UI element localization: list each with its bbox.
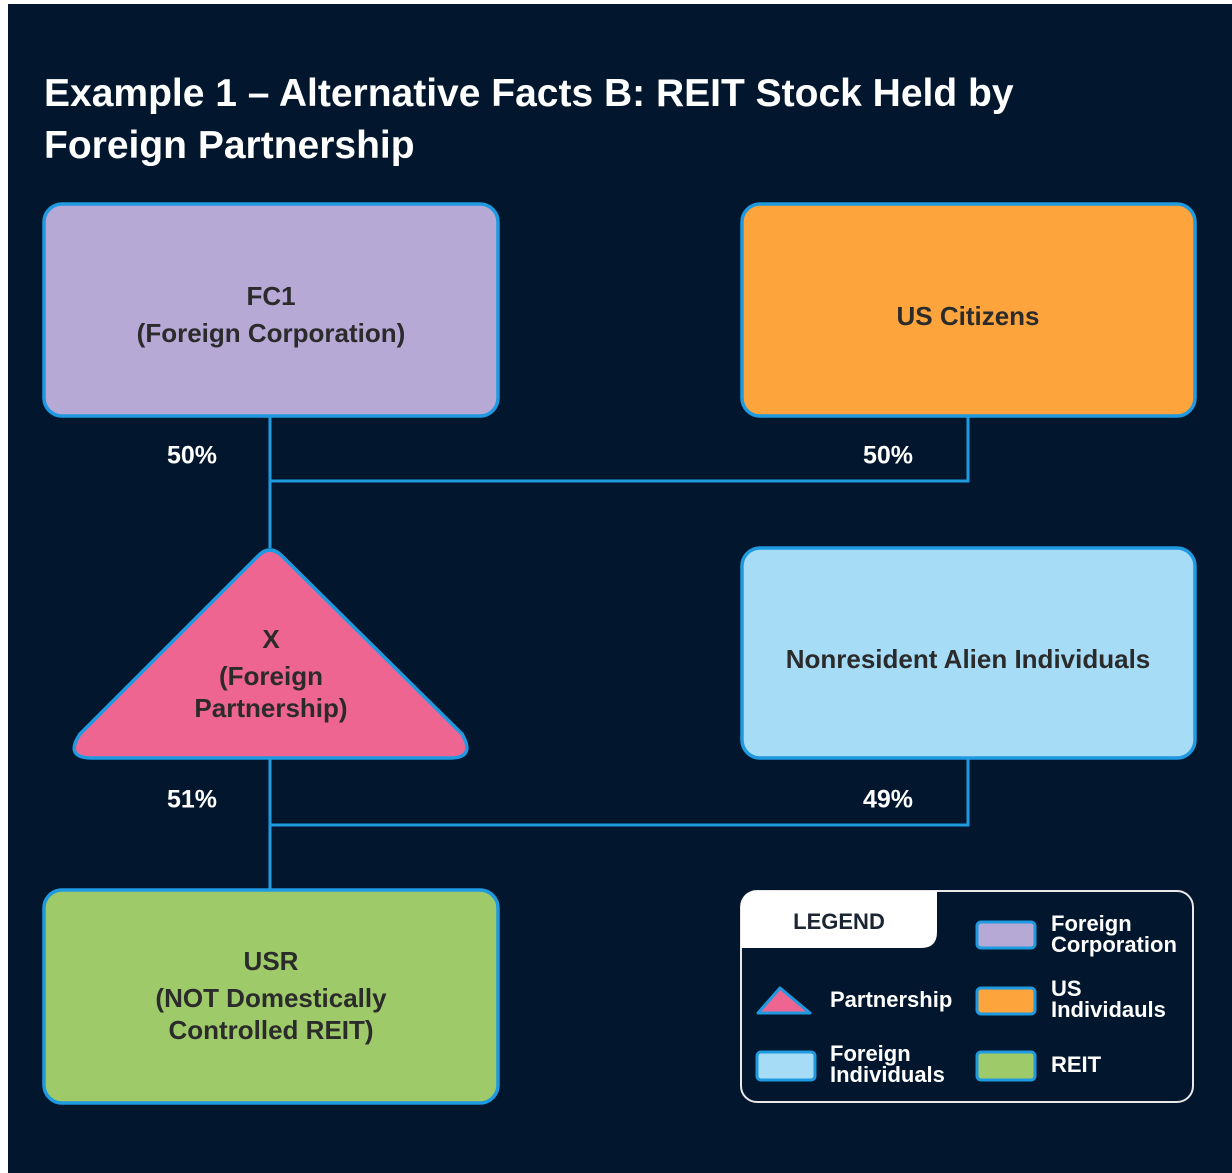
legend-frame [740, 890, 1194, 1103]
node-label: USR [244, 946, 299, 976]
legend-label: Partnership [830, 987, 952, 1012]
legend-label: REIT [1051, 1052, 1102, 1077]
node-label: FC1 [246, 281, 295, 311]
legend-title: LEGEND [793, 909, 885, 934]
legend-swatch [975, 920, 1037, 950]
legend-label: Foreign [830, 1041, 911, 1066]
node-nra [740, 546, 1197, 760]
node-fc1 [42, 202, 500, 418]
node-label: US Citizens [896, 301, 1039, 331]
edge-label: 50% [863, 442, 913, 470]
title-line: Foreign Partnership [44, 124, 415, 167]
edge-label: 49% [863, 786, 913, 814]
node-label: X [262, 624, 280, 654]
node-label: Nonresident Alien Individuals [786, 644, 1151, 674]
node-label: (Foreign [219, 661, 323, 691]
legend-label: Foreign [1051, 911, 1132, 936]
legend-swatch [975, 986, 1037, 1016]
node-label: Partnership) [194, 693, 347, 723]
legend: LEGEND Foreign Corporation Partnership U… [740, 890, 1194, 1103]
node-usr [42, 888, 500, 1105]
node-us [740, 202, 1197, 418]
legend-swatch [975, 1050, 1037, 1082]
edge-label: 50% [167, 442, 217, 470]
connector [270, 758, 970, 827]
node-label: (NOT Domestically [155, 983, 387, 1013]
legend-label: US [1051, 976, 1082, 1001]
legend-swatch [756, 986, 812, 1015]
node-x [72, 548, 469, 760]
title-line: Example 1 – Alternative Facts B: REIT St… [44, 72, 1014, 115]
node-label: Controlled REIT) [168, 1015, 373, 1045]
legend-tab [741, 891, 937, 948]
legend-label: Individauls [1051, 997, 1166, 1022]
connectors [268, 416, 970, 890]
connector [270, 416, 970, 483]
legend-label: Individuals [830, 1062, 945, 1087]
edge-label: 51% [167, 786, 217, 814]
legend-swatch [755, 1050, 817, 1082]
node-label: (Foreign Corporation) [137, 318, 406, 348]
legend-label: Corporation [1051, 932, 1177, 957]
